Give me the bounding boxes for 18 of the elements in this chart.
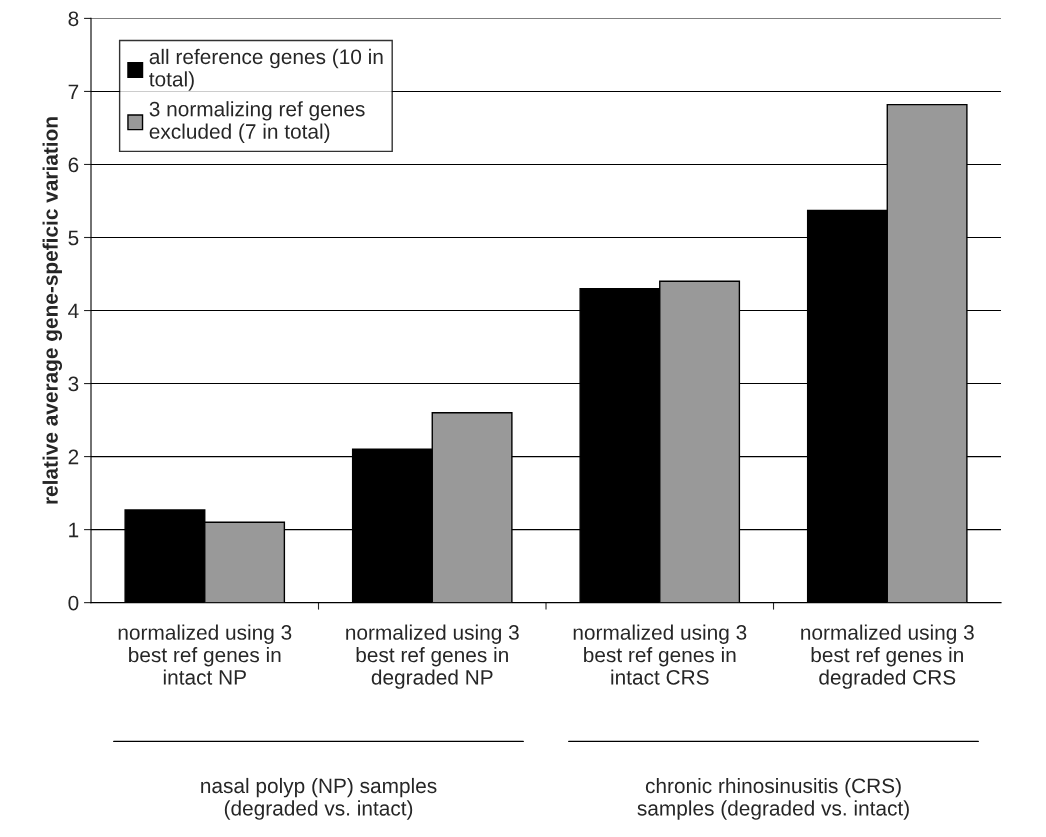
y-tick-label: 3 [68, 376, 79, 392]
x-tick-label: normalized using 3 best ref genes in degraded CRS [801, 624, 974, 689]
legend-label: 3 normalizing ref genes excluded (7 in total) [149, 101, 365, 143]
y-tick-label: 6 [68, 157, 79, 173]
y-tick-label: 5 [68, 230, 79, 246]
y-tick-label: 4 [68, 303, 79, 319]
text: nasal polyp (NP) samples (degraded vs. intact) [201, 777, 437, 820]
text: chronic rhinosinusitis (CRS) samples (degraded vs. intact) [637, 777, 909, 820]
y-tick-label: 8 [68, 11, 79, 27]
y-tick-label: 2 [68, 449, 79, 465]
x-tick-label: normalized using 3 best ref genes in degraded NP [346, 624, 519, 689]
y-tick-label: 7 [68, 84, 79, 99]
x-tick-label: normalized using 3 best ref genes in intact CRS [573, 624, 747, 685]
legend-label: all reference genes (10 in total) [149, 48, 383, 91]
y-axis-title: relative average gene-speficic variation [42, 117, 63, 504]
y-tick-label: 0 [68, 595, 79, 611]
y-tick-label: 1 [69, 522, 79, 538]
x-tick-label: normalized using 3 best ref genes in intact NP [118, 624, 292, 685]
